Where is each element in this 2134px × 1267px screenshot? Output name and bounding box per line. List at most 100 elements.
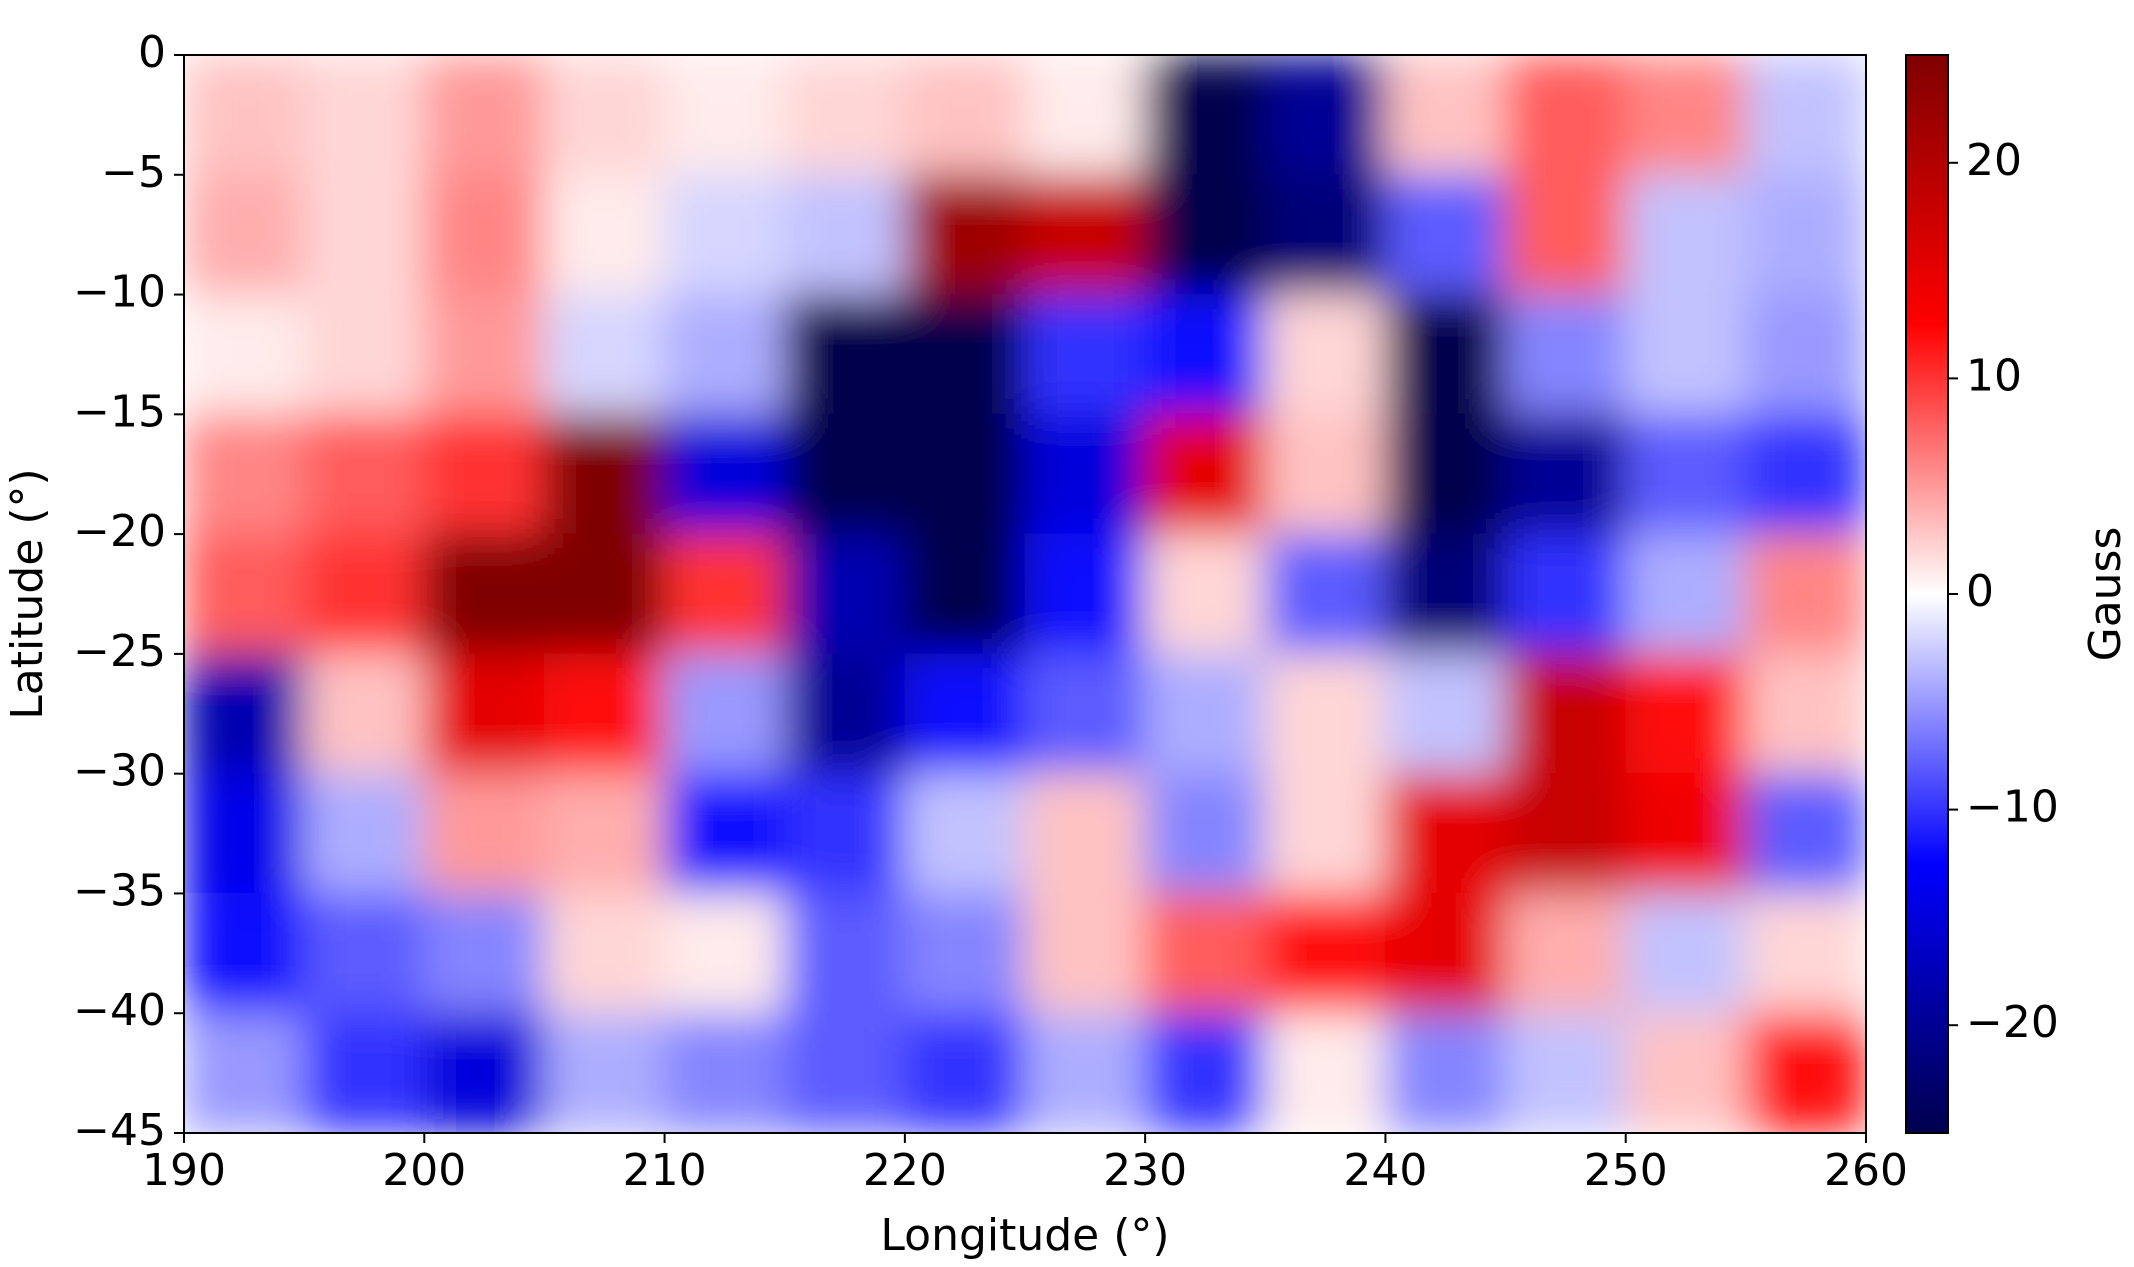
heatmap-cell <box>423 773 545 894</box>
y-axis-label: Latitude (°) <box>2 468 53 719</box>
heatmap-cell <box>1144 413 1266 535</box>
heatmap-cell <box>1505 413 1627 535</box>
heatmap-cell <box>664 1012 786 1133</box>
heatmap-cell <box>1384 294 1507 415</box>
heatmap-cell <box>303 294 425 415</box>
heatmap-cell <box>423 892 545 1014</box>
heatmap-cell <box>184 294 305 415</box>
heatmap-cell <box>303 413 425 535</box>
heatmap-cell <box>303 174 425 296</box>
heatmap-cell <box>423 653 545 775</box>
heatmap-cell <box>1024 892 1146 1014</box>
heatmap-cell <box>1505 533 1627 655</box>
x-tick-label: 190 <box>142 1145 226 1196</box>
heatmap-cell <box>543 533 666 655</box>
heatmap-cell <box>543 55 666 176</box>
heatmap-cell <box>1625 55 1747 176</box>
y-tick-label: −10 <box>73 267 166 318</box>
heatmap-cell <box>1024 653 1146 775</box>
heatmap-cell <box>1024 294 1146 415</box>
heatmap-cell <box>543 1012 666 1133</box>
heatmap-cell <box>784 533 906 655</box>
heatmap-cell <box>1144 653 1266 775</box>
colorbar-tick-label: −20 <box>1966 997 2059 1048</box>
x-tick-label: 230 <box>1103 1145 1187 1196</box>
heatmap-cell <box>1384 653 1507 775</box>
heatmap-cell <box>1264 294 1386 415</box>
heatmap-cell <box>1505 653 1627 775</box>
heatmap-cell <box>303 533 425 655</box>
heatmap-cell <box>1264 773 1386 894</box>
heatmap-cell <box>423 533 545 655</box>
heatmap-cell <box>1384 413 1507 535</box>
heatmap-cell <box>303 892 425 1014</box>
heatmap-cell <box>1384 55 1507 176</box>
heatmap-cell <box>784 892 906 1014</box>
heatmap-cell <box>904 294 1026 415</box>
x-tick-label: 250 <box>1584 1145 1668 1196</box>
heatmap-cell <box>664 413 786 535</box>
heatmap-cell <box>1625 1012 1747 1133</box>
heatmap-cell <box>1745 55 1866 176</box>
heatmap-cell <box>1745 1012 1866 1133</box>
plot-frame <box>183 54 1867 1134</box>
heatmap-cell <box>184 1012 305 1133</box>
heatmap-cell <box>664 174 786 296</box>
heatmap-cell <box>904 773 1026 894</box>
heatmap-cell <box>664 294 786 415</box>
heatmap-cell <box>1144 55 1266 176</box>
heatmap-cell <box>1745 174 1866 296</box>
y-tick-label: −20 <box>73 506 166 557</box>
heatmap-cell <box>784 773 906 894</box>
heatmap-cell <box>1264 174 1386 296</box>
heatmap-cell <box>184 413 305 535</box>
y-tick-label: −40 <box>73 985 166 1036</box>
heatmap-cell <box>664 653 786 775</box>
x-tick-label: 200 <box>382 1145 466 1196</box>
heatmap-cell <box>1144 892 1266 1014</box>
heatmap <box>184 55 1866 1133</box>
heatmap-cell <box>784 55 906 176</box>
colorbar-tick-label: 10 <box>1966 350 2022 401</box>
heatmap-cell <box>1505 1012 1627 1133</box>
heatmap-cell <box>543 653 666 775</box>
heatmap-cell <box>904 174 1026 296</box>
heatmap-cell <box>1505 892 1627 1014</box>
heatmap-cell <box>1625 174 1747 296</box>
y-tick-label: −35 <box>73 865 166 916</box>
heatmap-cell <box>1264 1012 1386 1133</box>
heatmap-cell <box>543 773 666 894</box>
heatmap-cell <box>784 174 906 296</box>
heatmap-cell <box>1384 1012 1507 1133</box>
heatmap-cell <box>184 174 305 296</box>
heatmap-cell <box>1264 55 1386 176</box>
y-tick-label: −5 <box>101 147 166 198</box>
heatmap-cell <box>184 533 305 655</box>
heatmap-cell <box>904 55 1026 176</box>
x-tick-label: 210 <box>623 1145 707 1196</box>
heatmap-cell <box>1505 773 1627 894</box>
heatmap-cell <box>303 653 425 775</box>
heatmap-cell <box>904 413 1026 535</box>
colorbar <box>1905 54 1949 1134</box>
heatmap-cell <box>303 1012 425 1133</box>
heatmap-cell <box>904 1012 1026 1133</box>
heatmap-cell <box>1505 55 1627 176</box>
heatmap-cell <box>1384 174 1507 296</box>
heatmap-cell <box>1144 1012 1266 1133</box>
heatmap-cell <box>904 533 1026 655</box>
heatmap-cell <box>303 55 425 176</box>
heatmap-cell <box>1144 174 1266 296</box>
heatmap-cell <box>1264 892 1386 1014</box>
heatmap-cell <box>1264 653 1386 775</box>
heatmap-cell <box>664 773 786 894</box>
heatmap-cell <box>543 174 666 296</box>
heatmap-cell <box>1024 174 1146 296</box>
heatmap-cell <box>423 413 545 535</box>
heatmap-cell <box>1745 653 1866 775</box>
heatmap-cell <box>1264 413 1386 535</box>
heatmap-cell <box>423 1012 545 1133</box>
x-tick-label: 240 <box>1343 1145 1427 1196</box>
heatmap-cell <box>664 533 786 655</box>
heatmap-cell <box>1384 892 1507 1014</box>
